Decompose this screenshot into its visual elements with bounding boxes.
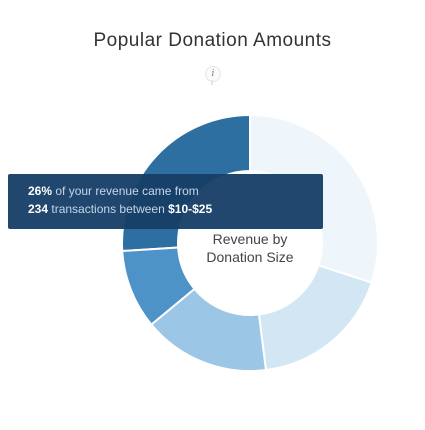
center-label-line1: Revenue by bbox=[212, 231, 288, 247]
tooltip-line1: 26% of your revenue came from bbox=[28, 184, 199, 198]
tooltip-count: 234 bbox=[28, 202, 49, 216]
tooltip-text1: of your revenue came from bbox=[52, 184, 199, 198]
info-connector bbox=[211, 80, 213, 85]
tooltip-text2: transactions between bbox=[48, 202, 169, 216]
chart-title: Popular Donation Amounts bbox=[93, 30, 332, 51]
center-label: Revenue by Donation Size bbox=[190, 230, 310, 266]
tooltip-percent: 26% bbox=[28, 184, 53, 198]
tooltip-line2: 234 transactions between $10-$25 bbox=[28, 202, 212, 216]
info-icon[interactable]: i bbox=[205, 66, 221, 82]
tooltip-range: $10-$25 bbox=[168, 202, 213, 216]
slice-tooltip: 26% of your revenue came from 234 transa… bbox=[8, 174, 323, 229]
center-label-line2: Donation Size bbox=[206, 249, 294, 265]
donut-slice-3[interactable] bbox=[257, 263, 373, 372]
